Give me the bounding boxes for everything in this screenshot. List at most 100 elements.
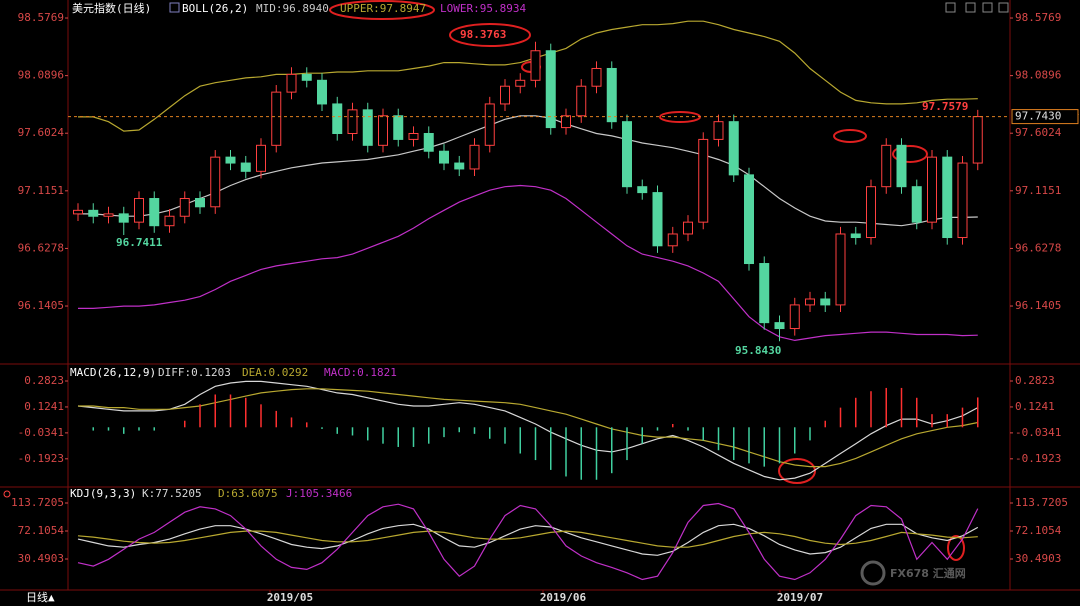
candle-body [896, 144, 907, 188]
candle-body [240, 162, 251, 172]
candle-body [530, 50, 541, 81]
candle-body [500, 85, 510, 105]
candle-body [866, 186, 876, 239]
y-tick-label: -0.0341 [1015, 426, 1061, 439]
highlight [833, 129, 867, 143]
y-tick-label: 72.1054 [1015, 524, 1062, 537]
indicator-line [77, 530, 978, 548]
legend-entry: DEA:0.0292 [242, 366, 308, 379]
last-price-box [1011, 109, 1079, 125]
candle-body [225, 156, 236, 164]
icon[interactable] [998, 2, 1009, 13]
candle-body [515, 79, 526, 87]
candle-body [423, 132, 434, 152]
candle-body [210, 156, 221, 208]
y-tick-label: 0.1241 [24, 400, 64, 413]
candle-body [850, 233, 861, 239]
candle-body [179, 198, 190, 217]
y-tick-label: 97.6024 [18, 126, 65, 139]
indicator-line [78, 20, 978, 132]
indicator-line [78, 115, 978, 227]
period-arrow[interactable]: ▲ [48, 591, 55, 604]
candle-body [362, 109, 373, 146]
y-tick-label: 97.1151 [1015, 184, 1061, 197]
x-tick-label: 2019/05 [267, 591, 313, 604]
panel-title: KDJ(9,3,3) [70, 487, 136, 500]
watermark-logo [860, 560, 886, 586]
icon[interactable] [982, 2, 993, 13]
period-label[interactable]: 日线 [26, 590, 48, 604]
candle-body [728, 121, 739, 176]
legend-entry: LOWER:95.8934 [440, 2, 526, 15]
candle-body [332, 103, 343, 134]
icon[interactable] [945, 2, 956, 13]
y-tick-label: 0.2823 [1015, 374, 1055, 387]
candle-body [149, 198, 160, 227]
candle-body [317, 79, 327, 105]
candle-body [637, 186, 648, 194]
watermark: FX678 汇通网 [890, 567, 966, 580]
candle-body [393, 115, 404, 140]
candle-body [606, 67, 617, 123]
x-tick-label: 2019/07 [777, 591, 823, 604]
candle-body [439, 150, 449, 164]
candle-body [667, 233, 678, 247]
legend-entry: MID:96.8940 [256, 2, 329, 15]
candle-body [164, 215, 175, 227]
y-tick-label: 98.0896 [18, 69, 64, 82]
candle-body [271, 91, 282, 146]
candle-body [118, 213, 129, 223]
y-tick-label: 113.7205 [11, 496, 64, 509]
candle-body [73, 209, 83, 215]
candle-body [195, 198, 205, 208]
y-tick-label: 98.5769 [1015, 11, 1061, 24]
price-annotation: 96.7411 [116, 236, 163, 249]
y-tick-label: -0.0341 [18, 426, 64, 439]
panel-title: 美元指数(日线) [72, 1, 151, 15]
price-annotation: 95.8430 [735, 344, 781, 357]
indicator-name: BOLL(26,2) [182, 2, 248, 15]
candle-body [881, 144, 892, 188]
candle-body [576, 85, 587, 117]
candle-body [484, 103, 495, 146]
indicator-line [77, 380, 979, 481]
candle-body [652, 192, 663, 247]
highlight [947, 535, 965, 561]
x-tick-label: 2019/06 [540, 591, 587, 604]
candle-body [378, 115, 388, 146]
legend-entry: UPPER:97.8947 [340, 2, 426, 15]
candle-body [256, 144, 266, 172]
y-tick-label: 97.1151 [18, 184, 64, 197]
highlight [892, 145, 928, 163]
candle-body [942, 156, 953, 239]
candle-body [545, 50, 556, 129]
y-tick-label: 96.1405 [1015, 299, 1061, 312]
legend-entry: K:77.5205 [142, 487, 202, 500]
y-tick-label: 98.5769 [18, 11, 64, 24]
candle-body [622, 121, 632, 188]
price-annotation: 97.7579 [922, 100, 968, 113]
candle-body [683, 221, 693, 235]
candle-body [774, 322, 785, 330]
candle-body [561, 115, 571, 129]
candle-body [957, 162, 968, 239]
frame [0, 0, 1080, 591]
indicator-line [77, 502, 979, 581]
candle-body [408, 132, 419, 140]
candle-body [103, 213, 114, 217]
candle-body [469, 144, 480, 170]
panel-icon[interactable] [3, 490, 11, 498]
candle-body [927, 156, 937, 223]
y-tick-label: 96.6278 [1015, 241, 1061, 254]
legend-entry: D:63.6075 [218, 487, 278, 500]
icon[interactable] [965, 2, 976, 13]
legend-entry: MACD:0.1821 [324, 366, 397, 379]
y-tick-label: 30.4903 [1015, 552, 1061, 565]
y-tick-label: 0.1241 [1015, 400, 1055, 413]
candle-body [713, 121, 724, 140]
candle-body [347, 109, 358, 134]
legend-entry: J:105.3466 [286, 487, 352, 500]
y-tick-label: 30.4903 [18, 552, 64, 565]
y-tick-label: 96.6278 [18, 241, 64, 254]
